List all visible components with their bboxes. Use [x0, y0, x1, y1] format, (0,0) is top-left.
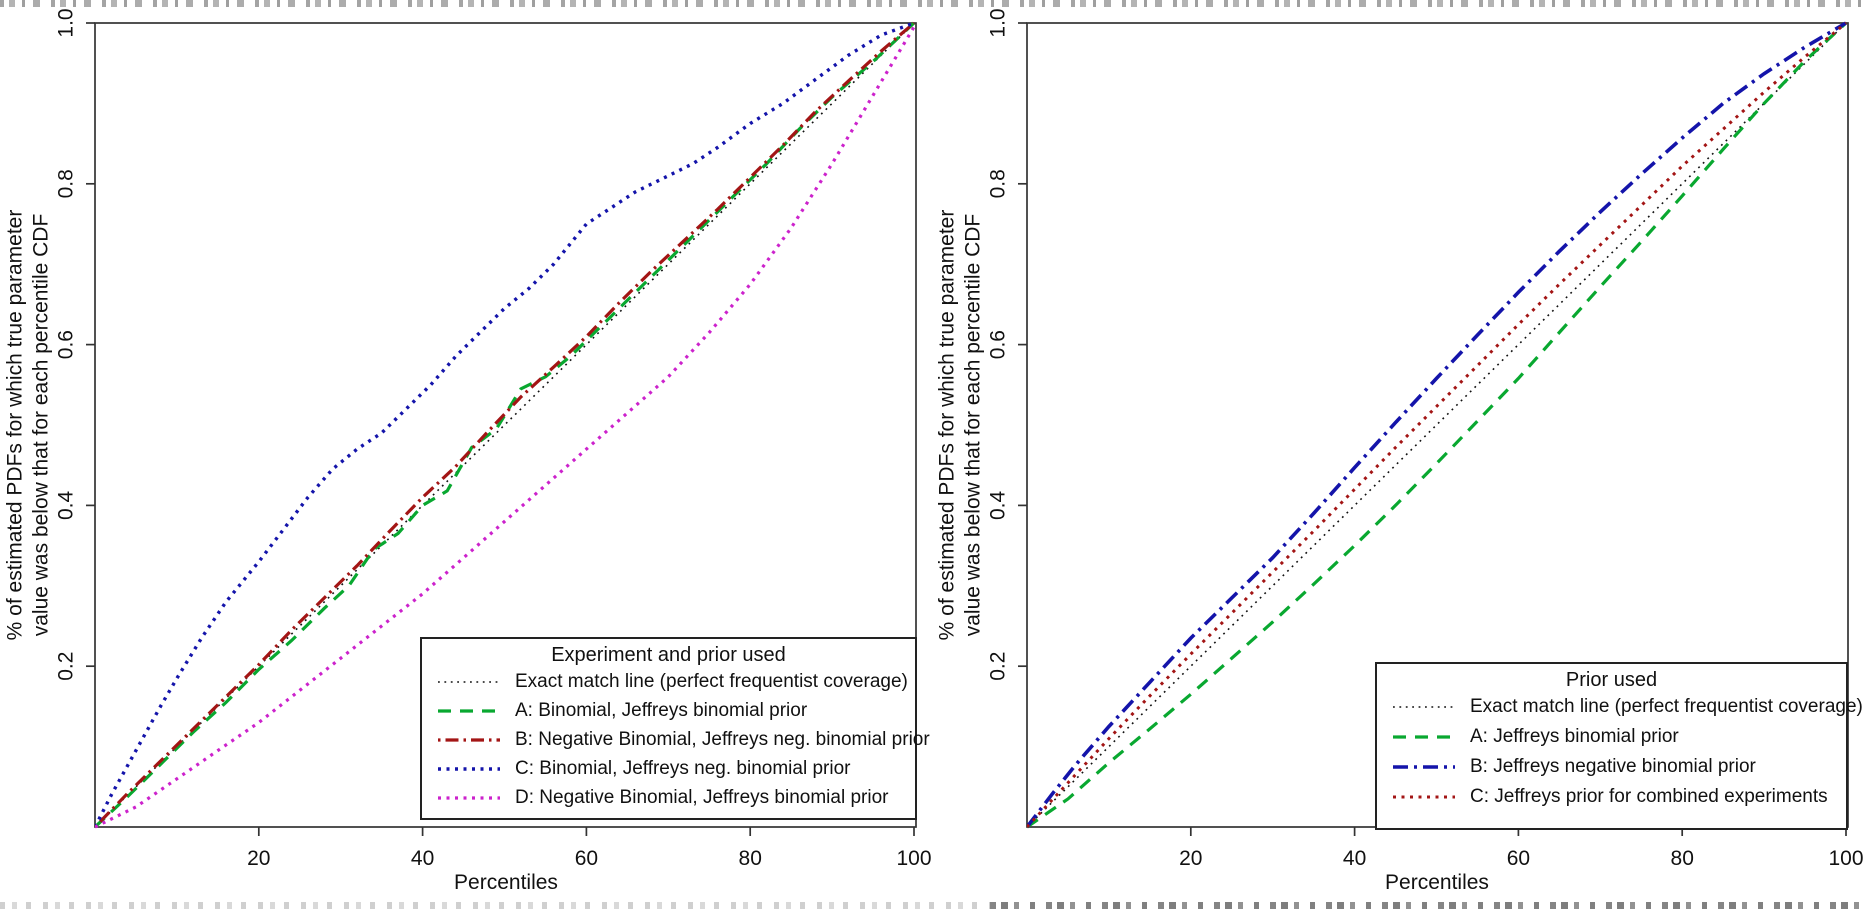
series-line	[95, 26, 916, 829]
legend-key-line	[438, 737, 500, 742]
y-tick-label: 0.6	[55, 330, 78, 359]
plot-box	[94, 22, 917, 828]
legend-item-a: A: Binomial, Jeffreys binomial prior	[422, 696, 915, 725]
x-tick-label: 20	[247, 847, 270, 870]
legend-key-line	[438, 795, 500, 800]
legend-key-line	[438, 680, 500, 683]
y-tick-label: 0.8	[987, 169, 1010, 198]
legend-key-line	[438, 766, 500, 771]
y-tick-label: 0.4	[987, 490, 1010, 520]
series-line	[95, 21, 916, 829]
x-tick-label: 40	[411, 847, 434, 870]
legend-item-label: A: Jeffreys binomial prior	[1470, 726, 1679, 747]
x-tick-label: 100	[896, 847, 931, 870]
y-axis-label: value was below that for each percentile…	[962, 214, 985, 637]
series-line	[95, 21, 916, 829]
legend-item-a: A: Jeffreys binomial prior	[1377, 722, 1846, 752]
x-tick-label: 80	[1671, 847, 1694, 870]
x-tick-label: 100	[1828, 847, 1863, 870]
y-axis-label: % of estimated PDFs for which true param…	[4, 210, 27, 641]
legend-key-line	[1393, 735, 1455, 739]
y-tick-label: 1.0	[987, 8, 1010, 37]
x-tick-label: 20	[1179, 847, 1202, 870]
curves	[95, 21, 916, 829]
legend-item-label: B: Jeffreys negative binomial prior	[1470, 756, 1756, 777]
legend-item-label: C: Jeffreys prior for combined experimen…	[1470, 786, 1828, 807]
legend-key-line	[1393, 706, 1455, 708]
legend-item-label: Exact match line (perfect frequentist co…	[515, 670, 908, 692]
legend-right-plot: Prior used Exact match line (perfect fre…	[1375, 662, 1863, 830]
x-tick-label: 60	[575, 847, 598, 870]
x-tick-label: 40	[1343, 847, 1366, 870]
series-line	[1027, 21, 1847, 829]
legend-key-line	[1393, 765, 1455, 769]
legend-item-label: D: Negative Binomial, Jeffreys binomial …	[515, 786, 889, 808]
y-axis-label: value was below that for each percentile…	[30, 214, 53, 637]
legend-item-label: A: Binomial, Jeffreys binomial prior	[515, 699, 808, 721]
y-tick-label: 0.2	[55, 652, 78, 681]
y-tick-label: 0.2	[987, 652, 1010, 681]
plot-right: 20 40 60 80 100 0.2 0.4 0.6 0.8 1.0 % of estimated…	[936, 8, 1864, 894]
legend-key-line	[1393, 795, 1455, 799]
x-axis-label: Percentiles	[1385, 871, 1489, 894]
legend-item-b: B: Jeffreys negative binomial prior	[1377, 752, 1846, 782]
legend-title: Experiment and prior used	[551, 644, 786, 666]
legend-item-label: C: Binomial, Jeffreys neg. binomial prio…	[515, 757, 851, 779]
legend-item-c: C: Jeffreys prior for combined experimen…	[1377, 782, 1846, 812]
y-tick-label: 0.6	[987, 330, 1010, 359]
y-axis-label: % of estimated PDFs for which true param…	[936, 210, 959, 641]
x-axis-label: Percentiles	[454, 871, 558, 894]
plot-left: 20 40 60 80 100 0.2 0.4 0.6 0.8 1.0 % of estimated…	[4, 8, 932, 894]
legend-item-exact: Exact match line (perfect frequentist co…	[1377, 692, 1863, 722]
legend-key-line	[438, 708, 500, 713]
x-tick-label: 80	[739, 847, 762, 870]
legend-left-plot: Experiment and prior used Exact match li…	[420, 637, 930, 820]
y-tick-label: 0.8	[55, 169, 78, 198]
legend-title: Prior used	[1565, 669, 1658, 691]
legend-item-d: D: Negative Binomial, Jeffreys binomial …	[422, 783, 915, 812]
curves	[1027, 21, 1848, 829]
legend-item-label: Exact match line (perfect frequentist co…	[1470, 696, 1863, 717]
legend-item-exact: Exact match line (perfect frequentist co…	[422, 667, 915, 696]
legend-item-c: C: Binomial, Jeffreys neg. binomial prio…	[422, 754, 915, 783]
legend-item-label: B: Negative Binomial, Jeffreys neg. bino…	[515, 728, 930, 750]
series-line	[1027, 21, 1847, 829]
y-tick-label: 1.0	[55, 8, 78, 37]
series-line	[95, 21, 915, 828]
y-tick-label: 0.4	[55, 490, 78, 520]
series-line	[1027, 21, 1848, 829]
x-tick-label: 60	[1507, 847, 1530, 870]
legend-item-b: B: Negative Binomial, Jeffreys neg. bino…	[422, 725, 930, 754]
